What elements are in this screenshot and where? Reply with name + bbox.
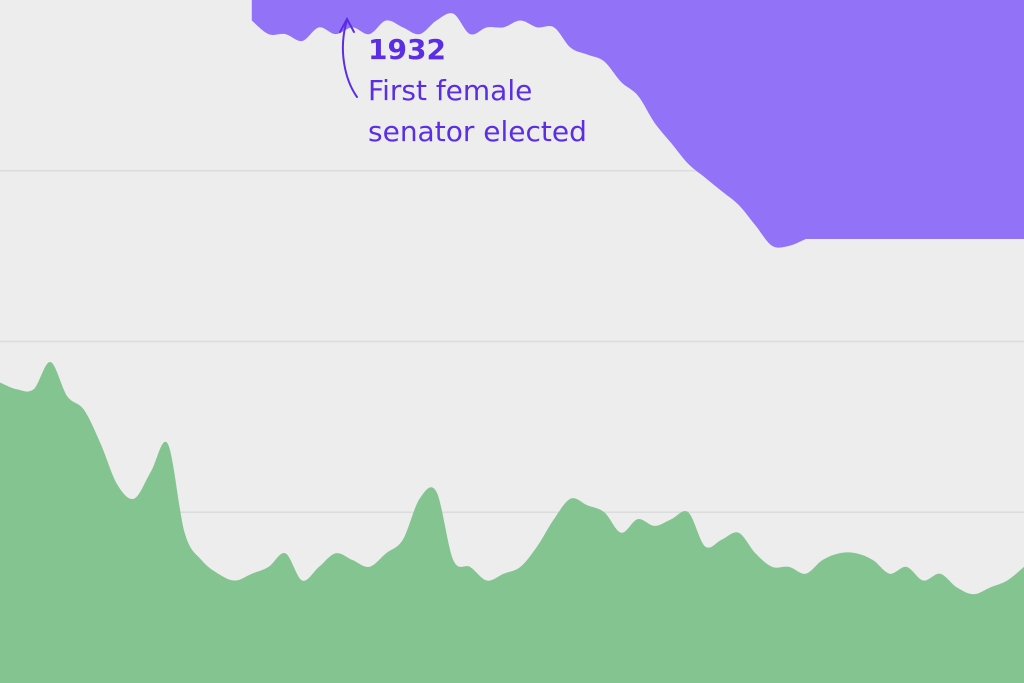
annotation-arrow — [339, 16, 358, 98]
series-purple-area — [251, 0, 1024, 248]
annotations: 1932 First female senator elected — [339, 16, 587, 148]
annotation-line-2: senator elected — [368, 115, 587, 148]
series-green-area — [0, 361, 1024, 683]
annotation-line-1: First female — [368, 74, 532, 107]
annotation-year: 1932 — [368, 33, 446, 66]
